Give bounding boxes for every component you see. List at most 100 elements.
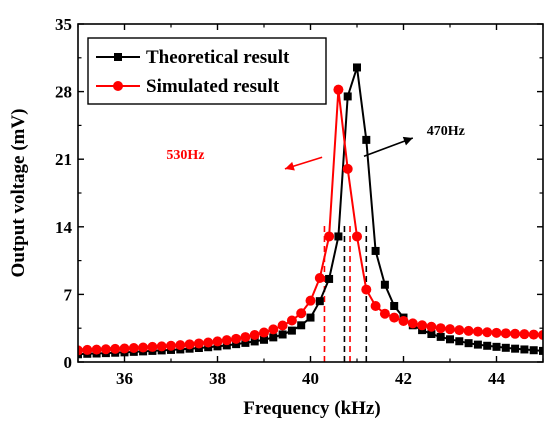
data-point-0-26 (315, 297, 324, 306)
data-point-1-2 (91, 344, 102, 355)
y-tick-label-5: 35 (55, 15, 72, 34)
data-point-0-21 (269, 333, 278, 342)
data-point-1-6 (128, 342, 139, 353)
data-point-1-7 (138, 342, 149, 353)
data-point-1-16 (221, 335, 232, 346)
data-point-0-25 (306, 313, 315, 322)
data-point-0-39 (436, 332, 445, 341)
data-point-0-46 (501, 343, 510, 352)
data-point-1-29 (342, 163, 353, 174)
data-point-0-18 (241, 338, 250, 347)
y-tick-label-3: 21 (55, 150, 72, 169)
data-point-1-50 (538, 329, 543, 340)
legend-label-0: Theoretical result (146, 47, 290, 68)
data-point-1-18 (240, 332, 251, 343)
data-point-1-23 (286, 315, 297, 326)
data-point-1-36 (407, 318, 418, 329)
series-markers-1 (78, 84, 543, 356)
data-point-0-24 (297, 321, 306, 330)
x-tick-label-0: 36 (116, 369, 133, 388)
data-point-0-48 (520, 345, 529, 354)
data-point-0-41 (455, 337, 464, 346)
data-point-0-47 (511, 344, 520, 353)
plot-layer: 530Hz 470Hz (78, 63, 543, 362)
data-point-1-5 (119, 343, 130, 354)
data-point-0-17 (232, 340, 241, 349)
data-point-0-27 (325, 274, 334, 283)
y-tick-label-0: 0 (64, 353, 73, 372)
data-point-1-11 (175, 340, 186, 351)
data-point-1-21 (268, 324, 279, 335)
data-point-0-28 (334, 232, 343, 241)
data-point-1-28 (333, 84, 344, 95)
data-point-0-19 (250, 337, 259, 346)
data-point-1-3 (100, 344, 111, 355)
legend-marker-0 (114, 53, 122, 61)
data-point-1-17 (231, 333, 242, 344)
data-point-0-31 (362, 135, 371, 144)
data-point-0-20 (260, 335, 268, 344)
data-point-1-10 (166, 340, 176, 351)
data-point-0-50 (539, 346, 543, 355)
data-point-0-43 (473, 340, 482, 349)
data-point-1-41 (454, 325, 465, 336)
data-point-1-12 (184, 339, 195, 350)
data-point-1-14 (203, 337, 214, 348)
legend-marker-1 (113, 81, 123, 91)
data-point-1-13 (193, 338, 204, 349)
data-point-1-19 (249, 329, 260, 340)
data-point-1-30 (352, 231, 362, 242)
data-point-1-42 (463, 325, 474, 336)
x-tick-label-3: 42 (395, 369, 412, 388)
data-point-1-43 (472, 326, 483, 337)
y-axis-title: Output voltage (mV) (8, 109, 29, 278)
data-point-1-1 (82, 344, 93, 355)
data-point-1-48 (519, 329, 530, 340)
data-point-1-34 (389, 312, 400, 323)
axes-layer: 36 38 40 42 44 0 7 14 21 28 35 (55, 15, 544, 388)
data-point-1-4 (110, 343, 121, 354)
y-tick-label-2: 14 (55, 218, 73, 237)
x-tick-label-4: 44 (488, 369, 506, 388)
data-point-0-42 (464, 339, 473, 348)
data-point-0-29 (343, 92, 352, 101)
data-point-1-39 (435, 323, 446, 334)
data-point-1-49 (528, 329, 539, 340)
data-point-0-22 (278, 330, 287, 339)
legend-box (87, 37, 327, 105)
y-tick-label-1: 7 (64, 285, 73, 304)
data-point-0-49 (529, 346, 538, 355)
data-point-1-27 (324, 231, 335, 242)
x-tick-label-2: 40 (302, 369, 319, 388)
data-point-1-35 (398, 315, 409, 326)
data-point-1-33 (379, 308, 390, 319)
data-point-1-15 (212, 336, 223, 347)
annotation-label-1: 470Hz (427, 124, 465, 139)
data-point-1-25 (305, 295, 316, 306)
data-point-1-24 (296, 308, 307, 319)
legend: Theoretical result Simulated result (87, 37, 327, 105)
data-point-1-26 (314, 272, 325, 283)
data-point-1-45 (491, 327, 502, 338)
data-point-0-30 (353, 63, 361, 72)
data-point-0-23 (287, 326, 296, 335)
data-point-1-40 (445, 324, 455, 335)
data-point-1-37 (417, 320, 428, 331)
data-point-1-8 (147, 341, 158, 352)
data-point-1-9 (156, 341, 167, 352)
x-axis-title: Frequency (kHz) (243, 398, 380, 419)
data-point-1-38 (426, 321, 437, 332)
legend-label-1: Simulated result (146, 76, 280, 97)
data-point-0-34 (390, 301, 399, 310)
data-point-0-44 (483, 341, 492, 350)
data-point-0-16 (222, 341, 231, 350)
data-point-1-22 (277, 320, 288, 331)
plot-area (78, 63, 543, 362)
data-point-0-40 (446, 335, 454, 344)
data-point-0-32 (371, 246, 380, 255)
data-point-0-33 (380, 280, 389, 289)
data-point-1-44 (482, 327, 493, 338)
x-tick-label-1: 38 (209, 369, 226, 388)
data-point-0-45 (492, 342, 501, 351)
